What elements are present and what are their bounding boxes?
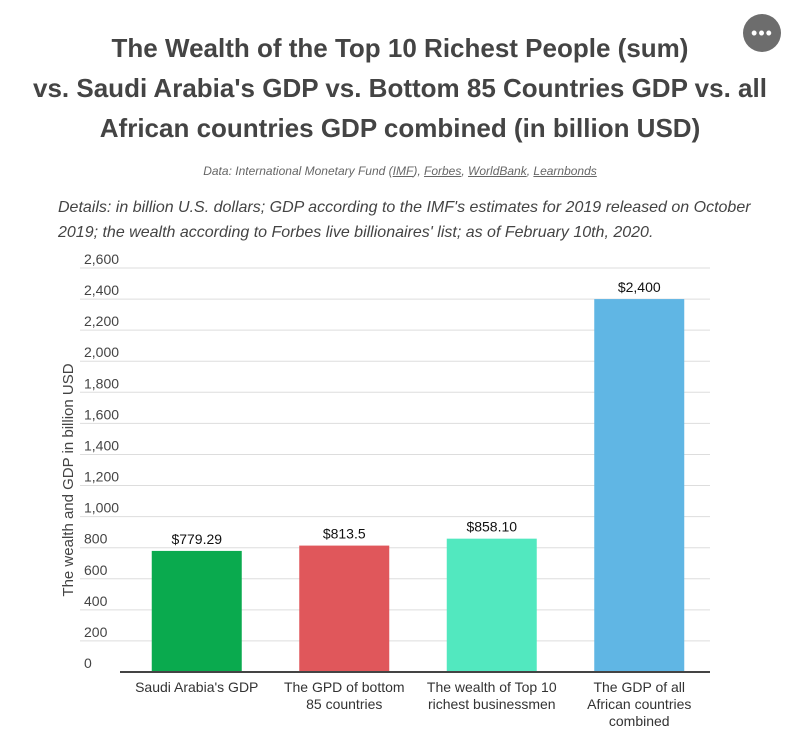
y-tick-label: 2,000 — [84, 344, 119, 360]
bar — [446, 538, 537, 672]
source-separator: , — [461, 164, 469, 178]
y-tick-label: 1,800 — [84, 375, 119, 391]
source-link-imf[interactable]: IMF — [392, 164, 414, 178]
y-tick-label: 1,200 — [84, 469, 119, 485]
chart-title: The Wealth of the Top 10 Richest People … — [0, 28, 800, 148]
y-axis-label: The wealth and GDP in billion USD — [60, 363, 77, 596]
source-separator: ), — [413, 164, 424, 178]
x-tick-label: 85 countries — [306, 696, 382, 712]
data-label: $2,400 — [618, 279, 661, 295]
x-tick-label: The GDP of all — [593, 679, 685, 695]
x-tick-label: The wealth of Top 10 — [427, 679, 557, 695]
x-tick-label: richest businessmen — [428, 696, 556, 712]
x-tick-label: African countries — [587, 696, 691, 712]
x-tick-label: combined — [609, 713, 670, 729]
details-note: Details: in billion U.S. dollars; GDP ac… — [58, 199, 751, 241]
y-tick-label: 2,400 — [84, 282, 119, 298]
bar — [151, 550, 242, 672]
source-link-learnbonds[interactable]: Learnbonds — [533, 164, 597, 178]
title-line: The Wealth of the Top 10 Richest People … — [111, 33, 689, 63]
data-label: $813.5 — [323, 526, 366, 542]
x-tick-label: Saudi Arabia's GDP — [135, 679, 258, 695]
source-link-worldbank[interactable]: WorldBank — [468, 164, 527, 178]
y-tick-label: 1,400 — [84, 437, 119, 453]
bar — [594, 299, 685, 672]
y-tick-label: 2,600 — [84, 251, 119, 267]
data-label: $779.29 — [171, 531, 222, 547]
bar — [299, 545, 390, 672]
source-link-forbes[interactable]: Forbes — [424, 164, 462, 178]
y-tick-label: 0 — [84, 655, 92, 671]
ellipsis-icon: ••• — [751, 23, 773, 43]
y-tick-label: 600 — [84, 562, 108, 578]
x-tick-label: The GPD of bottom — [284, 679, 405, 695]
source-separator: , — [526, 164, 534, 178]
y-tick-label: 1,600 — [84, 406, 119, 422]
title-line: vs. Saudi Arabia's GDP vs. Bottom 85 Cou… — [33, 73, 767, 103]
more-options-button[interactable]: ••• — [743, 14, 781, 52]
title-line: African countries GDP combined (in billi… — [99, 113, 701, 143]
y-tick-label: 800 — [84, 531, 108, 547]
y-tick-label: 200 — [84, 624, 108, 640]
data-label: $858.10 — [466, 519, 517, 535]
y-tick-label: 1,000 — [84, 500, 119, 516]
y-tick-label: 2,200 — [84, 313, 119, 329]
y-tick-label: 400 — [84, 593, 108, 609]
data-source: Data: International Monetary Fund (IMF),… — [0, 164, 800, 178]
source-prefix: Data: International Monetary Fund ( — [203, 164, 393, 178]
